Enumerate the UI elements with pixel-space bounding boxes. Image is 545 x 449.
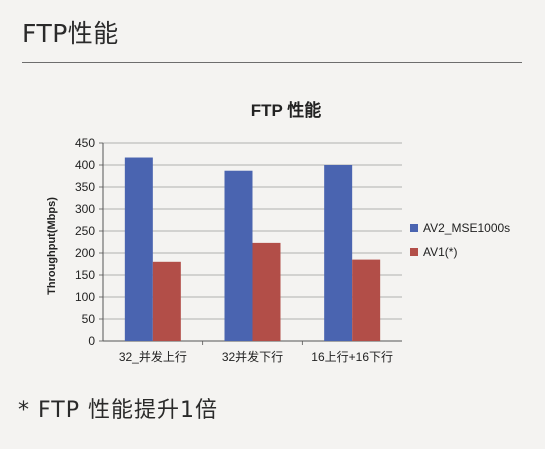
chart-title: FTP 性能: [251, 100, 322, 120]
tick-labels: 0 50 100 150 200 250 300 350 400 450 32_并发上行 32并发下行…: [75, 136, 393, 364]
bars: [124, 157, 381, 341]
bar: [252, 242, 281, 341]
y-tick-label: 200: [75, 246, 95, 260]
y-tick-label: 100: [75, 290, 95, 304]
legend: AV2_MSE1000s AV1(*): [410, 221, 510, 259]
y-tick-label: 150: [75, 268, 95, 282]
y-tick-label: 350: [75, 180, 95, 194]
y-tick-label: 250: [75, 224, 95, 238]
x-tick-label: 16上行+16下行: [311, 350, 393, 364]
bar: [324, 165, 353, 341]
y-axis-label: Throughput(Mbps): [46, 197, 58, 295]
legend-swatch: [410, 224, 418, 232]
bar: [224, 170, 253, 341]
x-tick-label: 32并发下行: [222, 349, 283, 364]
legend-swatch: [410, 248, 418, 256]
footnote-text: * FTP 性能提升1倍: [18, 398, 218, 423]
legend-label: AV1(*): [423, 245, 457, 259]
bar: [352, 259, 381, 341]
y-tick-label: 0: [88, 334, 95, 348]
bar: [124, 157, 153, 341]
y-tick-label: 450: [75, 136, 95, 150]
legend-label: AV2_MSE1000s: [423, 221, 510, 235]
heading-divider: [22, 62, 522, 63]
y-tick-label: 50: [82, 312, 96, 326]
bar: [152, 261, 181, 341]
page-heading: FTP性能: [22, 19, 119, 48]
y-tick-label: 400: [75, 158, 95, 172]
y-tick-label: 300: [75, 202, 95, 216]
x-tick-label: 32_并发上行: [119, 349, 187, 364]
